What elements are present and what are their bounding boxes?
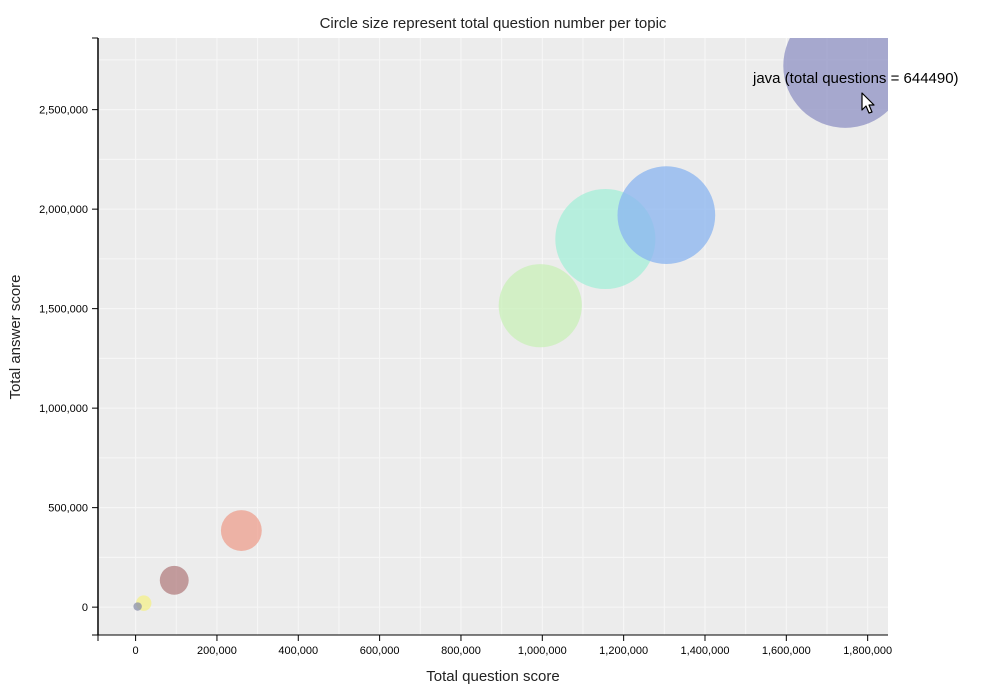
y-axis-ticks: 0 500,000 1,000,000 1,500,000 2,000,000 2,500… bbox=[39, 37, 98, 636]
x-tick-label: 1,200,000 bbox=[599, 645, 648, 657]
y-tick-label: 0 bbox=[82, 602, 88, 614]
axes bbox=[97, 38, 888, 636]
bubble[interactable] bbox=[498, 264, 582, 348]
x-tick-label: 1,400,000 bbox=[681, 645, 730, 657]
x-tick-label: 400,000 bbox=[278, 645, 318, 657]
x-axis-ticks: 0 200,000 400,000 600,000 800,000 1,000,000 1,… bbox=[97, 635, 892, 657]
y-tick-label: 2,500,000 bbox=[39, 105, 88, 117]
y-tick-label: 1,500,000 bbox=[39, 304, 88, 316]
bubble-tooltip: java (total questions = 644490) bbox=[752, 70, 959, 87]
bubble[interactable] bbox=[783, 4, 907, 128]
x-tick-label: 800,000 bbox=[441, 645, 481, 657]
y-tick-label: 500,000 bbox=[48, 503, 88, 515]
x-tick-label: 1,800,000 bbox=[843, 645, 892, 657]
bubble[interactable] bbox=[220, 510, 262, 551]
chart-title: Circle size represent total question num… bbox=[320, 15, 667, 32]
x-tick-label: 200,000 bbox=[197, 645, 237, 657]
bubble[interactable] bbox=[159, 565, 189, 595]
x-tick-label: 600,000 bbox=[360, 645, 400, 657]
y-axis-label: Total answer score bbox=[7, 274, 24, 399]
x-tick-label: 0 bbox=[133, 645, 139, 657]
x-axis-label: Total question score bbox=[426, 668, 559, 685]
x-tick-label: 1,600,000 bbox=[762, 645, 811, 657]
mouse-cursor-icon bbox=[861, 92, 875, 114]
bubble[interactable] bbox=[133, 602, 142, 611]
x-tick-label: 1,000,000 bbox=[518, 645, 567, 657]
bubble[interactable] bbox=[617, 166, 716, 264]
y-tick-label: 1,000,000 bbox=[39, 403, 88, 415]
bubble-layer bbox=[133, 4, 907, 611]
y-tick-label: 2,000,000 bbox=[39, 204, 88, 216]
